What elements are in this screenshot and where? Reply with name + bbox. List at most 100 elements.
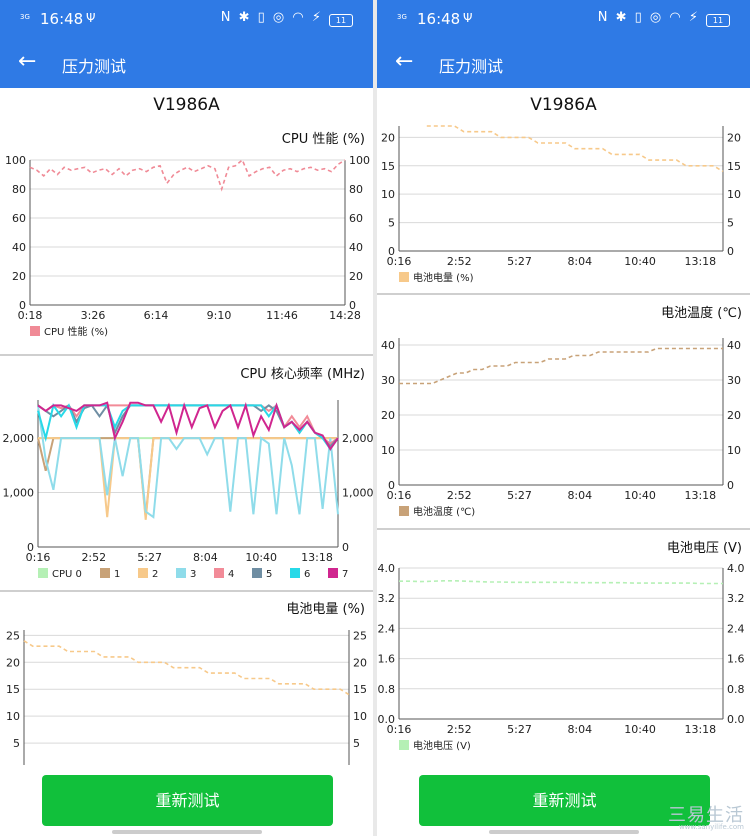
y-tick-label: 10	[381, 444, 395, 457]
y-tick-label-right: 100	[349, 154, 370, 167]
y-tick-label: 20	[6, 656, 20, 669]
left-screenshot: 3G 16:48 Ψ N ✱ ▯ ◎ ◠ ⚡ 11 ← 压力测试 V1986A …	[0, 0, 373, 836]
y-tick-label-right: 20	[349, 270, 363, 283]
y-tick-label-right: 80	[349, 183, 363, 196]
y-tick-label: 15	[6, 683, 20, 696]
y-tick-label: 100	[5, 154, 26, 167]
legend-label: 电池温度 (℃)	[413, 505, 475, 518]
x-tick-label: 5:27	[507, 255, 532, 268]
y-tick-label-right: 0	[727, 245, 734, 258]
retest-button[interactable]: 重新测试	[419, 775, 710, 826]
x-tick-label: 5:27	[137, 551, 162, 564]
legend-swatch	[290, 568, 300, 578]
y-tick-label-right: 0	[349, 299, 356, 312]
signal-icon: 3G	[20, 13, 30, 21]
y-tick-label-right: 20	[353, 656, 367, 669]
section-separator	[0, 590, 373, 592]
x-tick-label: 2:52	[447, 255, 472, 268]
usb-icon: Ψ	[86, 11, 96, 25]
legend-swatch	[38, 568, 48, 578]
chart-title-battery-level: 电池电量 (%)	[286, 602, 365, 617]
y-tick-label: 30	[381, 374, 395, 387]
y-tick-label: 0	[388, 245, 395, 258]
y-tick-label-right: 20	[727, 131, 741, 144]
x-tick-label: 11:46	[266, 309, 298, 322]
y-tick-label: 60	[12, 212, 26, 225]
status-bar: 3G 16:48 Ψ N ✱ ▯ ◎ ◠ ⚡ 11	[377, 0, 750, 40]
battery-level-chart-left: 5 5 10 10 15 15 20 20 25 25	[6, 629, 367, 765]
page-title: 压力测试	[439, 57, 504, 76]
y-tick-label: 5	[388, 217, 395, 230]
legend-label: 7	[342, 569, 348, 580]
status-icons: N ✱ ▯ ◎ ◠ ⚡	[597, 10, 700, 25]
chart-title-battery-temperature: 电池温度 (℃)	[661, 306, 742, 321]
cpu-performance-chart: 0 0 20 20 40 40 60 60 80 80 100 100 0:18 3:26 6:14 9:10…	[5, 154, 370, 338]
home-indicator	[112, 830, 262, 834]
y-tick-label-right: 40	[727, 339, 741, 352]
y-tick-label-right: 40	[349, 241, 363, 254]
x-tick-label: 8:04	[567, 489, 592, 502]
y-tick-label-right: 0	[342, 541, 349, 554]
x-tick-label: 10:40	[624, 723, 656, 736]
x-tick-label: 6:14	[144, 309, 169, 322]
legend-swatch	[138, 568, 148, 578]
y-tick-label-right: 20	[727, 409, 741, 422]
series-line-0	[23, 640, 350, 696]
legend-swatch	[100, 568, 110, 578]
cpu-frequency-chart: 0 0 1,000 1,000 2,000 2,000 0:16 2:52 5:27 8:04 10…	[3, 400, 373, 580]
x-tick-label: 3:26	[81, 309, 106, 322]
legend-label: 5	[266, 569, 272, 580]
app-bar: ← 压力测试	[0, 40, 373, 88]
legend-swatch	[176, 568, 186, 578]
device-name: V1986A	[530, 95, 597, 115]
y-tick-label: 1.6	[378, 653, 396, 666]
y-tick-label-right: 2,000	[342, 432, 373, 445]
battery-level-chart-right: 0 0 5 5 10 10 15 15 20 20 0:16 2:52 5:27 8:04 10:40 13:…	[381, 125, 741, 284]
y-tick-label: 40	[381, 339, 395, 352]
chart-title-cpu-performance: CPU 性能 (%)	[281, 132, 365, 147]
y-tick-label: 20	[381, 409, 395, 422]
series-line-0	[399, 347, 723, 385]
section-separator	[377, 528, 750, 530]
y-tick-label-right: 15	[727, 160, 741, 173]
signal-icon: 3G	[397, 13, 407, 21]
y-tick-label: 15	[381, 160, 395, 173]
y-tick-label-right: 5	[727, 217, 734, 230]
usb-icon: Ψ	[463, 11, 473, 25]
y-tick-label-right: 0.0	[727, 713, 745, 726]
legend-label: 6	[304, 569, 310, 580]
x-tick-label: 13:18	[301, 551, 333, 564]
y-tick-label-right: 10	[727, 444, 741, 457]
back-arrow-icon[interactable]: ←	[395, 49, 414, 74]
legend-label: CPU 0	[52, 569, 82, 580]
y-tick-label: 20	[12, 270, 26, 283]
y-tick-label-right: 10	[727, 188, 741, 201]
y-tick-label: 25	[6, 629, 20, 642]
y-tick-label: 5	[13, 737, 20, 750]
watermark-logo: 三易生活	[668, 805, 744, 826]
watermark-url: www.sanyilife.com	[678, 823, 744, 831]
x-tick-label: 8:04	[567, 723, 592, 736]
y-tick-label-right: 1.6	[727, 653, 745, 666]
y-tick-label: 0.0	[378, 713, 396, 726]
back-arrow-icon[interactable]: ←	[18, 49, 37, 74]
app-bar: ← 压力测试	[377, 40, 750, 88]
y-tick-label-right: 1,000	[342, 487, 373, 500]
legend-label: CPU 性能 (%)	[44, 325, 108, 338]
legend-label: 4	[228, 569, 234, 580]
y-tick-label: 4.0	[378, 562, 396, 575]
legend-swatch	[399, 272, 409, 282]
series-line-3	[37, 405, 339, 519]
right-screenshot: 3G 16:48 Ψ N ✱ ▯ ◎ ◠ ⚡ 11 ← 压力测试 V1986A …	[377, 0, 750, 836]
x-tick-label: 10:40	[245, 551, 277, 564]
y-tick-label: 80	[12, 183, 26, 196]
x-tick-label: 8:04	[567, 255, 592, 268]
device-name: V1986A	[153, 95, 220, 115]
legend-label: 电池电压 (V)	[413, 739, 471, 752]
y-tick-label: 3.2	[378, 592, 396, 605]
y-tick-label: 1,000	[3, 487, 35, 500]
battery-voltage-chart: 0.0 0.0 0.8 0.8 1.6 1.6 2.4 2.4 3.2 3.2 4.0 4.0 0:16…	[378, 562, 745, 752]
status-bar: 3G 16:48 Ψ N ✱ ▯ ◎ ◠ ⚡ 11	[0, 0, 373, 40]
retest-button[interactable]: 重新测试	[42, 775, 333, 826]
battery-icon: 11	[706, 14, 730, 27]
